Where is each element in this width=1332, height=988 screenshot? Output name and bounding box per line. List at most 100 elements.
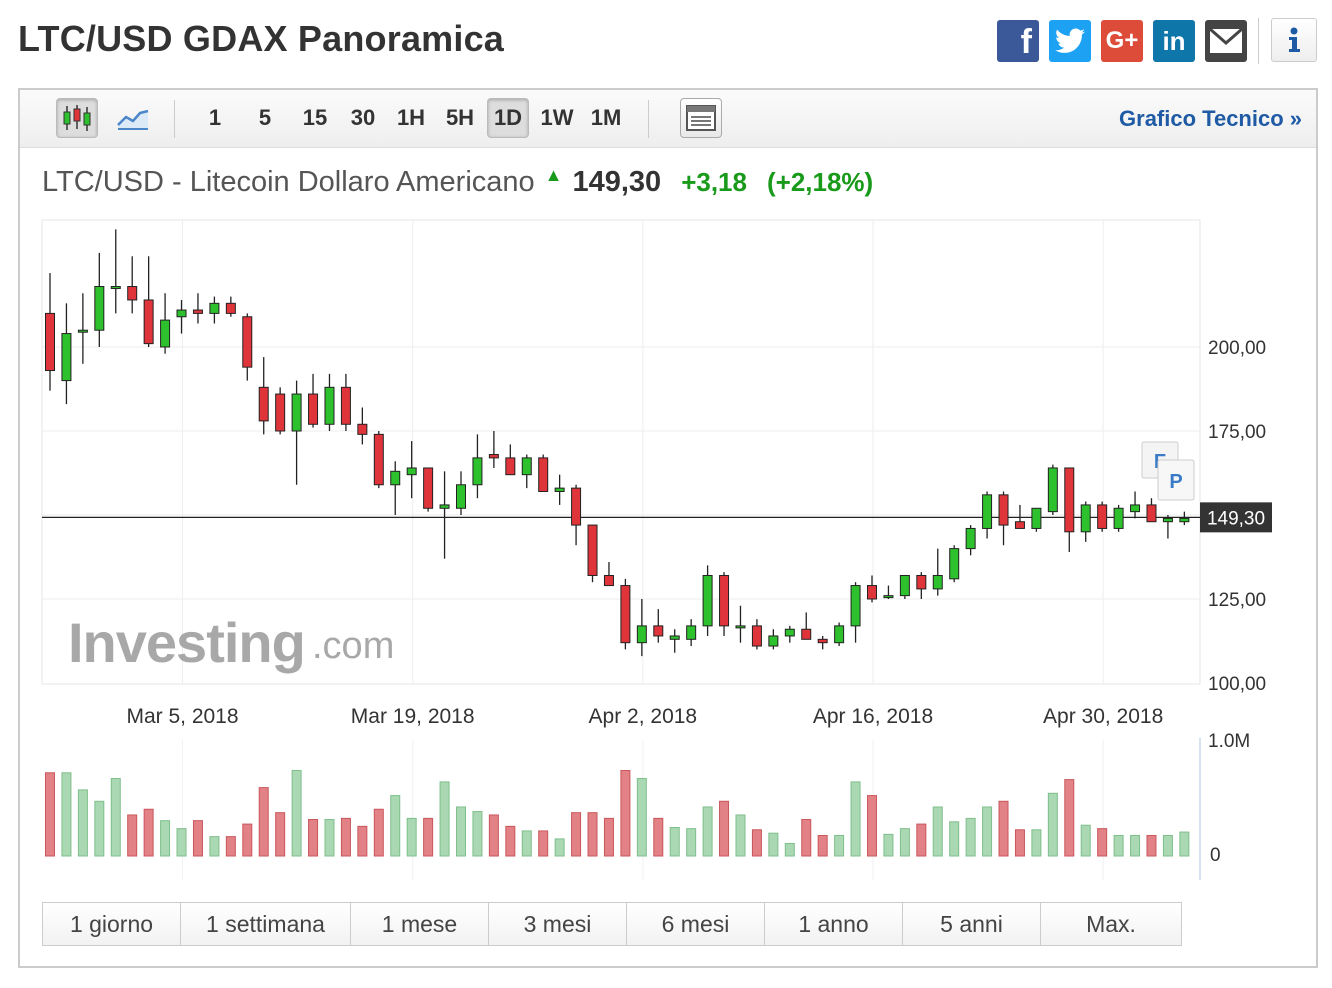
range-1-year[interactable]: 1 anno (765, 903, 903, 945)
candle-body (932, 574, 943, 590)
candle-body (817, 638, 828, 644)
volume-bar (1113, 834, 1124, 857)
layout-button[interactable] (680, 98, 722, 138)
candle-body (505, 457, 516, 476)
twitter-icon (1055, 28, 1085, 53)
googleplus-share-button[interactable]: G+ (1101, 20, 1143, 62)
facebook-share-button[interactable]: f (997, 20, 1039, 62)
volume-bar (1146, 834, 1157, 857)
candle-body (423, 467, 434, 509)
candle-body (439, 504, 450, 509)
volume-bar (1064, 779, 1075, 857)
page-title: LTC/USD GDAX Panoramica (18, 18, 505, 59)
candlestick-chart-button[interactable] (56, 98, 98, 138)
candle-body (867, 585, 877, 600)
range-1-week[interactable]: 1 settimana (181, 903, 351, 945)
volume-bar (1014, 829, 1025, 857)
candle-body (1113, 507, 1124, 529)
timeframe-1m[interactable]: 1M (590, 105, 622, 130)
candle-body (801, 628, 812, 640)
y-tick-label: 125,00 (1208, 590, 1266, 611)
candle-body (1031, 507, 1042, 529)
volume-bar (340, 817, 351, 857)
range-max[interactable]: Max. (1041, 903, 1181, 945)
timeframe-1w[interactable]: 1W (540, 105, 574, 130)
volume-bar (209, 836, 220, 857)
linkedin-share-button[interactable]: in (1153, 20, 1195, 62)
x-tick-label: Apr 30, 2018 (1043, 705, 1163, 728)
investing-watermark: Investing (68, 611, 305, 674)
candle-body (357, 423, 368, 435)
volume-bar (850, 781, 861, 857)
candle-body (61, 333, 72, 382)
candle-body (620, 585, 631, 644)
range-1-day[interactable]: 1 giorno (43, 903, 181, 945)
candle-body (603, 574, 614, 587)
volume-bar (77, 789, 88, 857)
volume-bar (456, 806, 466, 857)
info-button[interactable] (1271, 18, 1317, 62)
volume-bar (620, 770, 631, 857)
candle-body (275, 393, 286, 432)
candle-body (719, 574, 730, 627)
candle-body (1162, 517, 1173, 523)
timeframe-5h[interactable]: 5H (445, 105, 475, 130)
candle-body (110, 286, 121, 290)
line-chart-button[interactable] (112, 98, 154, 138)
event-marker-p-label: P (1169, 471, 1182, 493)
volume-bar (719, 800, 730, 857)
volume-bar (176, 828, 187, 857)
candle-body (554, 487, 565, 492)
candle-body (768, 635, 779, 647)
range-6-months[interactable]: 6 mesi (627, 903, 765, 945)
candle-body (998, 494, 1009, 526)
volume-bar (702, 806, 713, 857)
volume-bar (554, 838, 565, 857)
timeframe-30[interactable]: 30 (350, 105, 376, 130)
volume-bar (1130, 834, 1141, 857)
timeframe-1d[interactable]: 1D (487, 98, 529, 138)
volume-bar (817, 834, 828, 857)
volume-bar (406, 817, 417, 857)
volume-bar (653, 817, 664, 857)
candle-body (735, 625, 746, 629)
volume-bar (998, 800, 1009, 857)
volume-bar (439, 781, 450, 857)
volume-bar (1097, 828, 1108, 857)
twitter-share-button[interactable] (1049, 20, 1091, 62)
volume-bar (1031, 829, 1042, 857)
candle-body (160, 319, 171, 348)
range-5-years[interactable]: 5 anni (903, 903, 1041, 945)
range-3-months[interactable]: 3 mesi (489, 903, 627, 945)
volume-bar (390, 795, 401, 857)
candle-body (1080, 504, 1091, 533)
volume-bar (127, 814, 138, 857)
timeframe-15[interactable]: 15 (302, 105, 328, 130)
y-tick-label: 200,00 (1208, 338, 1266, 359)
mail-icon (1209, 28, 1243, 53)
candle-body (242, 316, 253, 368)
volume-bar (324, 819, 335, 857)
info-icon (1289, 27, 1300, 52)
timeframe-1[interactable]: 1 (208, 105, 222, 130)
volume-bar (143, 808, 154, 857)
volume-bar (45, 772, 55, 857)
timeframe-5[interactable]: 5 (258, 105, 272, 130)
candle-body (456, 484, 466, 509)
toolbar-divider (174, 100, 175, 138)
candle-body (669, 635, 680, 640)
volume-bar (751, 829, 762, 857)
up-arrow-icon: ▲ (544, 165, 563, 185)
volume-bar (965, 817, 976, 857)
candle-body (390, 470, 401, 486)
candle-body (1014, 521, 1025, 529)
email-share-button[interactable] (1205, 20, 1247, 62)
volume-bar (587, 812, 598, 857)
range-1-month[interactable]: 1 mese (351, 903, 489, 945)
technical-chart-link[interactable]: Grafico Tecnico » (1119, 106, 1302, 131)
plot-area (41, 219, 1201, 685)
volume-bar (571, 812, 582, 857)
price-chart[interactable]: Investing .com 200,00 175,00 125,00 100,00 149… (20, 90, 1316, 890)
volume-bar (160, 820, 171, 857)
timeframe-1h[interactable]: 1H (396, 105, 426, 130)
